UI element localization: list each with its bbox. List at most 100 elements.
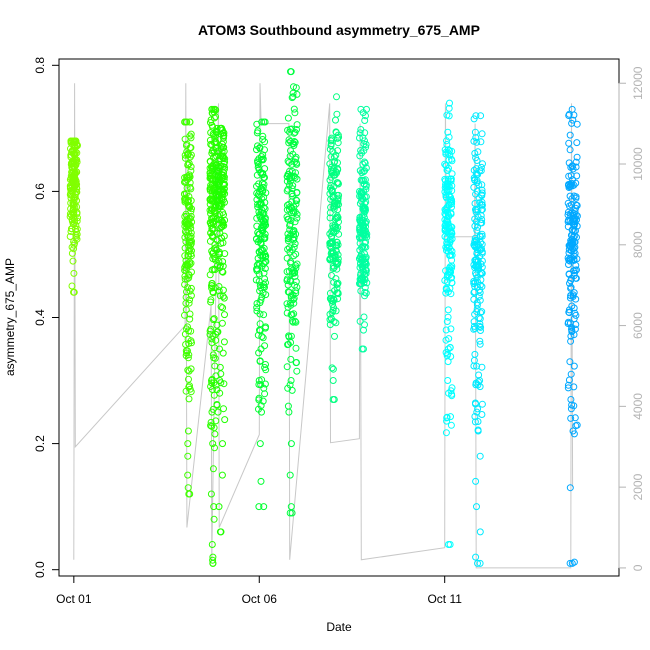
data-point (570, 304, 578, 312)
data-point (570, 362, 578, 370)
data-point (476, 320, 484, 328)
data-point (448, 247, 456, 255)
data-point (446, 268, 454, 276)
data-point (256, 357, 264, 365)
data-point (472, 134, 480, 142)
data-point (473, 362, 481, 370)
data-point (334, 251, 342, 259)
data-point (292, 84, 300, 92)
data-point (573, 120, 581, 128)
x-tick-label: Oct 11 (427, 592, 462, 606)
data-point (255, 180, 263, 188)
data-point (182, 257, 190, 265)
data-point (261, 380, 269, 388)
data-point (330, 304, 338, 312)
data-point (572, 261, 580, 269)
data-point (181, 195, 189, 203)
data-point (473, 177, 481, 185)
chart-title: ATOM3 Southbound asymmetry_675_AMP (198, 22, 480, 38)
data-point (217, 239, 225, 247)
data-point (70, 168, 78, 176)
data-point (290, 269, 298, 277)
data-point (572, 179, 580, 187)
data-point (329, 248, 337, 256)
data-point (566, 358, 574, 366)
right-y-axis: 0 2000 4000 6000 8000 10000 12000 (618, 66, 645, 571)
right-tick-label: 6000 (631, 312, 645, 339)
data-point (446, 151, 454, 159)
data-point (181, 198, 189, 206)
outlier-point (184, 452, 192, 460)
data-point (215, 177, 223, 185)
data-point (566, 131, 574, 139)
data-point (326, 176, 334, 184)
data-point (332, 151, 340, 159)
data-point (356, 129, 364, 137)
data-point (329, 365, 337, 373)
data-point (478, 232, 486, 240)
data-point (327, 163, 335, 171)
data-point (255, 277, 263, 285)
data-point (70, 209, 78, 217)
data-point (211, 135, 219, 143)
data-point (448, 390, 456, 398)
left-tick-label: 0.2 (33, 435, 47, 452)
data-point (206, 196, 214, 204)
outlier-point (68, 282, 76, 290)
outlier-point (184, 471, 192, 479)
right-tick-label: 2000 (631, 473, 645, 500)
data-point (470, 183, 478, 191)
data-point (470, 362, 478, 370)
data-point (185, 160, 193, 167)
data-point (470, 166, 478, 174)
data-point (356, 152, 364, 160)
data-point (478, 363, 486, 371)
outlier-point (566, 559, 574, 567)
data-point (188, 237, 195, 245)
data-point (443, 278, 451, 286)
data-point (185, 197, 192, 205)
outlier-point (328, 364, 336, 372)
data-point (567, 292, 575, 300)
data-point (470, 137, 478, 145)
data-point (292, 359, 300, 367)
data-point (209, 351, 217, 359)
data-point (187, 185, 195, 193)
data-point (291, 109, 299, 117)
data-point (283, 363, 291, 371)
data-point (68, 148, 76, 156)
data-point (442, 289, 450, 297)
data-point (212, 131, 220, 139)
data-cluster-11 (564, 105, 581, 567)
outlier-point (210, 515, 218, 523)
data-point (219, 258, 227, 266)
data-point (362, 231, 370, 239)
data-point (206, 271, 214, 279)
data-point (471, 350, 479, 358)
data-point (283, 177, 291, 185)
data-point (477, 327, 484, 334)
outlier-point (476, 559, 484, 567)
data-point (220, 294, 228, 302)
data-point (259, 169, 267, 177)
data-point (182, 177, 190, 185)
data-point (570, 402, 578, 410)
outlier-point (209, 440, 217, 448)
data-point (442, 349, 450, 356)
data-point (206, 237, 214, 245)
data-point (215, 283, 223, 290)
data-point (185, 202, 193, 210)
data-point (473, 243, 481, 251)
outlier-point (330, 396, 338, 403)
data-point (564, 218, 572, 226)
outlier-point (216, 377, 224, 384)
data-point (211, 354, 219, 362)
data-point (335, 133, 343, 141)
data-point (565, 159, 573, 167)
data-point (68, 243, 76, 251)
data-point (209, 249, 217, 257)
data-point (260, 235, 268, 243)
data-point (185, 274, 193, 282)
outlier-point (210, 105, 218, 113)
data-point (216, 363, 224, 371)
